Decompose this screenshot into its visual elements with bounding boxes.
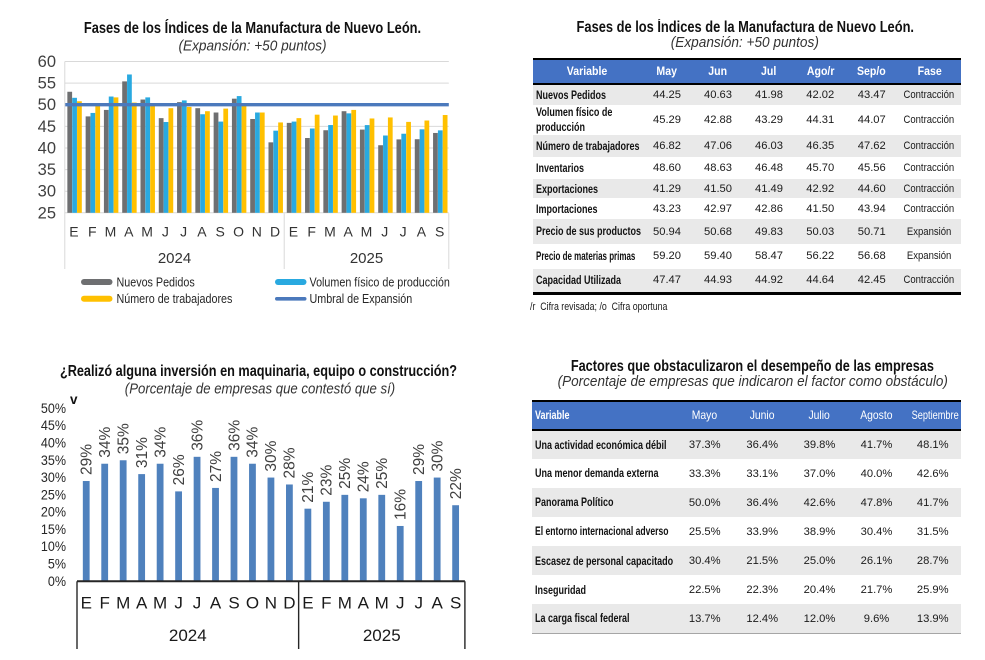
svg-text:F: F (100, 594, 110, 613)
svg-text:E: E (69, 224, 78, 240)
svg-text:21%: 21% (300, 471, 317, 502)
svg-text:25: 25 (38, 204, 56, 222)
svg-text:O: O (233, 224, 244, 240)
svg-text:N: N (252, 224, 262, 240)
svg-text:A: A (136, 594, 148, 613)
svg-text:29%: 29% (411, 444, 428, 475)
svg-text:A: A (197, 224, 207, 240)
svg-text:J: J (414, 594, 423, 613)
svg-text:30: 30 (38, 183, 56, 201)
svg-text:(Porcentaje de empresas que co: (Porcentaje de empresas que contestó que… (125, 380, 395, 397)
svg-text:(Expansión: +50 puntos): (Expansión: +50 puntos) (178, 37, 326, 53)
svg-text:M: M (141, 224, 153, 240)
svg-text:24%: 24% (356, 461, 373, 492)
svg-text:34%: 34% (97, 426, 114, 457)
svg-text:¿Realizó alguna inversión en m: ¿Realizó alguna inversión en maquinaria,… (60, 363, 457, 380)
svg-text:Número de trabajadores: Número de trabajadores (117, 291, 233, 306)
svg-text:Fases de los Índices de la Man: Fases de los Índices de la Manufactura d… (84, 19, 421, 37)
svg-text:M: M (375, 594, 389, 613)
svg-text:25%: 25% (374, 458, 391, 489)
svg-text:45: 45 (38, 118, 56, 136)
svg-text:S: S (228, 594, 239, 613)
svg-text:34%: 34% (245, 426, 262, 457)
svg-text:E: E (81, 594, 92, 613)
svg-text:J: J (400, 224, 407, 240)
svg-text:20%: 20% (41, 504, 67, 520)
svg-text:E: E (289, 224, 298, 240)
svg-text:S: S (216, 224, 225, 240)
svg-text:J: J (174, 594, 183, 613)
svg-text:J: J (162, 224, 169, 240)
svg-text:Volumen físico de producción: Volumen físico de producción (310, 275, 450, 290)
svg-text:35%: 35% (115, 423, 132, 454)
svg-text:N: N (265, 594, 277, 613)
svg-text:F: F (88, 224, 97, 240)
svg-text:S: S (450, 594, 461, 613)
svg-text:2024: 2024 (158, 250, 191, 267)
svg-text:M: M (116, 594, 130, 613)
svg-text:45%: 45% (41, 418, 67, 434)
svg-text:29%: 29% (79, 444, 96, 475)
svg-text:A: A (210, 594, 222, 613)
svg-text:15%: 15% (41, 522, 67, 538)
svg-text:J: J (193, 594, 202, 613)
svg-text:30%: 30% (263, 440, 280, 471)
svg-text:35%: 35% (41, 452, 67, 468)
svg-text:E: E (302, 594, 313, 613)
svg-text:2025: 2025 (350, 250, 383, 267)
svg-text:2025: 2025 (363, 626, 401, 645)
svg-text:S: S (435, 224, 444, 240)
svg-text:0%: 0% (48, 573, 67, 589)
svg-text:25%: 25% (337, 458, 354, 489)
svg-text:50%: 50% (41, 400, 67, 416)
svg-text:34%: 34% (152, 426, 169, 457)
svg-text:25%: 25% (41, 487, 67, 503)
svg-text:31%: 31% (134, 437, 151, 468)
svg-text:M: M (361, 224, 373, 240)
svg-text:22%: 22% (448, 468, 465, 499)
svg-text:5%: 5% (48, 556, 67, 572)
svg-text:M: M (338, 594, 352, 613)
svg-text:J: J (396, 594, 405, 613)
svg-text:36%: 36% (189, 420, 206, 451)
svg-text:F: F (307, 224, 316, 240)
svg-text:16%: 16% (393, 489, 410, 520)
svg-text:J: J (180, 224, 187, 240)
svg-text:40: 40 (38, 139, 56, 157)
svg-text:A: A (431, 594, 443, 613)
svg-text:27%: 27% (208, 451, 225, 482)
svg-text:A: A (344, 224, 354, 240)
svg-text:26%: 26% (171, 454, 188, 485)
svg-text:55: 55 (38, 75, 56, 93)
svg-text:M: M (105, 224, 117, 240)
svg-text:M: M (153, 594, 167, 613)
svg-text:30%: 30% (41, 470, 67, 486)
svg-text:60: 60 (38, 53, 56, 71)
svg-text:D: D (270, 224, 280, 240)
svg-text:28%: 28% (282, 447, 299, 478)
svg-text:Nuevos Pedidos: Nuevos Pedidos (117, 275, 195, 290)
svg-text:O: O (246, 594, 259, 613)
svg-text:J: J (381, 224, 388, 240)
svg-text:A: A (417, 224, 427, 240)
svg-text:D: D (283, 594, 295, 613)
svg-text:35: 35 (38, 161, 56, 179)
svg-text:Umbral de Expansión: Umbral de Expansión (310, 291, 413, 306)
svg-text:M: M (324, 224, 336, 240)
svg-text:F: F (321, 594, 331, 613)
svg-text:30%: 30% (429, 440, 446, 471)
svg-text:A: A (124, 224, 134, 240)
svg-text:10%: 10% (41, 539, 67, 555)
svg-text:40%: 40% (41, 435, 67, 451)
svg-text:23%: 23% (319, 465, 336, 496)
svg-text:2024: 2024 (169, 626, 207, 645)
svg-text:v: v (70, 392, 78, 407)
svg-text:A: A (358, 594, 370, 613)
svg-text:50: 50 (38, 96, 56, 114)
svg-text:36%: 36% (226, 420, 243, 451)
